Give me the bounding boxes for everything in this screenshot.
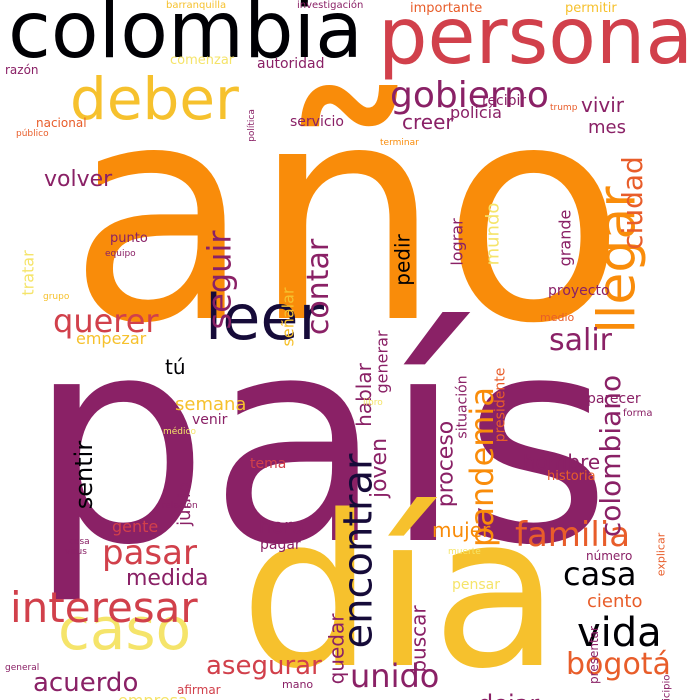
word-colombia: colombia: [8, 0, 363, 76]
word-buscar: buscar: [406, 604, 431, 673]
word-gobierno: gobierno: [390, 75, 549, 116]
word-investigacion: investigación: [297, 0, 364, 11]
word-recibir: recibir: [482, 93, 527, 109]
word-muerte: muerte: [448, 547, 481, 557]
word-policia: policía: [450, 103, 502, 122]
word-generar: generar: [371, 330, 391, 393]
word-explicar: explicar: [653, 532, 667, 576]
word-caso: caso: [58, 595, 192, 663]
word-permitir: permitir: [565, 1, 617, 16]
word-ciudad: ciudad: [615, 156, 649, 250]
word-presentar: presentar: [586, 626, 601, 684]
word-publico: público: [16, 129, 49, 139]
word-grupo: grupo: [43, 292, 70, 302]
word-proyecto: proyecto: [548, 283, 610, 299]
word-creer: creer: [402, 110, 454, 134]
word-servicio: servicio: [290, 114, 344, 130]
word-proceso: proceso: [432, 420, 458, 507]
word-familia: familia: [515, 515, 631, 555]
word-bogota: bogotá: [566, 647, 671, 682]
word-medico: médico: [163, 427, 196, 437]
word-deber: deber: [70, 65, 239, 133]
word-nacional: nacional: [36, 116, 87, 130]
word-grande: grande: [554, 209, 574, 266]
word-vida: vida: [577, 610, 662, 656]
word-numero: número: [586, 549, 633, 563]
word-casa: casa: [563, 555, 637, 593]
word-hablar: hablar: [351, 363, 376, 427]
word-vivir: vivir: [581, 93, 625, 117]
word-trump: trump: [550, 103, 578, 113]
word-general: general: [5, 663, 40, 673]
word-medio: medio: [540, 311, 575, 324]
word-forma: forma: [623, 408, 653, 419]
word-virus: virus: [65, 547, 87, 557]
word-terminar: terminar: [380, 138, 419, 148]
word-mano: mano: [282, 678, 314, 691]
word-acuerdo: acuerdo: [33, 668, 139, 698]
word-politica: política: [246, 109, 257, 142]
word-cosa: cosa: [69, 537, 90, 547]
word-historia: historia: [547, 469, 596, 484]
word-mujer: mujer: [432, 518, 491, 542]
word-gente: gente: [112, 517, 159, 536]
word-unido: unido: [350, 657, 440, 695]
word-pedir: pedir: [390, 233, 415, 286]
word-joven: joven: [367, 437, 393, 499]
word-seguir: seguir: [200, 230, 238, 329]
word-lograr: lograr: [447, 217, 467, 266]
word-salir: salir: [549, 323, 613, 358]
word-empezar: empezar: [76, 329, 147, 348]
word-volver: volver: [44, 167, 113, 192]
word-tu: tú: [165, 355, 186, 379]
word-interesar: interesar: [10, 583, 198, 632]
word-presidente: presidente: [491, 367, 508, 442]
word-tratar: tratar: [18, 249, 38, 296]
word-pasar: pasar: [102, 533, 197, 573]
word-hombre: hombre: [523, 450, 601, 474]
word-dejar: dejar: [478, 692, 539, 700]
word-leer: leer: [205, 281, 325, 354]
word-querer: querer: [53, 302, 159, 340]
word-ano: año: [68, 40, 626, 389]
word-tema: tema: [250, 456, 287, 472]
word-hora: hora: [259, 514, 305, 538]
word-asegurar: asegurar: [206, 651, 322, 681]
word-persona: persona: [378, 0, 694, 82]
word-comenzar: comenzar: [170, 53, 235, 68]
word-relacion: relación: [162, 501, 198, 511]
word-municipio: municipio: [660, 674, 672, 700]
word-razon: razón: [5, 63, 39, 77]
word-situacion: situación: [454, 374, 471, 439]
word-senalar: señalar: [277, 287, 297, 346]
word-importante: importante: [410, 1, 483, 16]
word-mundo: mundo: [481, 202, 503, 265]
word-quedar: quedar: [323, 613, 348, 684]
word-pagar: pagar: [260, 537, 301, 553]
word-pais: país: [28, 276, 612, 608]
word-sentir: sentir: [70, 440, 99, 510]
word-empresa: empresa: [118, 693, 188, 700]
word-barranquilla: barranquilla: [166, 0, 227, 11]
word-parecer: parecer: [587, 391, 641, 407]
word-ciento: ciento: [587, 591, 643, 612]
word-libro: libro: [363, 398, 383, 408]
word-semana: semana: [175, 394, 247, 415]
word-contar: contar: [301, 238, 337, 336]
word-medida: medida: [126, 566, 209, 591]
word-mes: mes: [588, 117, 626, 138]
word-afirmar: afirmar: [177, 683, 221, 697]
word-autoridad: autoridad: [257, 56, 325, 72]
word-equipo: equipo: [105, 249, 136, 259]
word-dia: día: [240, 470, 561, 700]
word-venir: venir: [192, 412, 228, 428]
word-pensar: pensar: [452, 577, 501, 593]
word-punto: punto: [110, 231, 148, 246]
